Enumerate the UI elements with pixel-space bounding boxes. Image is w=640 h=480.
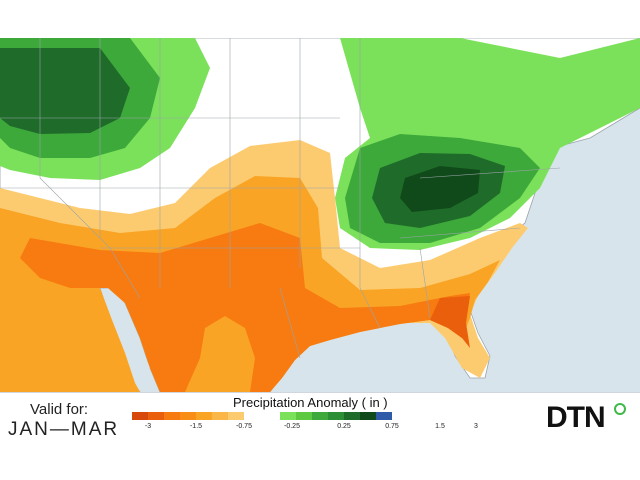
legend-swatch-wet-5 — [360, 412, 376, 420]
state-borders — [0, 38, 561, 359]
legend-swatch-dry-5 — [212, 412, 228, 420]
gulf-of-california — [108, 286, 150, 372]
legend-swatch-dry-3 — [180, 412, 196, 420]
legend-swatch-dry-1 — [148, 412, 164, 420]
legend-tick-label: 0.75 — [385, 423, 399, 430]
legend-swatch-dry-2 — [164, 412, 180, 420]
legend-swatch-wet-6 — [376, 412, 392, 420]
legend-swatch-wet-2 — [312, 412, 328, 420]
legend-tick-label: -1.5 — [189, 423, 203, 430]
legend-swatch-wet-3 — [328, 412, 344, 420]
legend-tick-label: -3 — [144, 423, 152, 430]
valid-range: JAN—MAR — [8, 419, 120, 440]
legend-swatch-dry-0 — [132, 412, 148, 420]
legend-footer: Valid for: JAN—MAR Precipitation Anomaly… — [0, 392, 640, 441]
south-dry-region-core — [20, 223, 470, 392]
wet-legend-group — [280, 412, 392, 420]
legend-title: Precipitation Anomaly ( in ) — [233, 395, 388, 410]
legend-swatch-wet-0 — [280, 412, 296, 420]
legend-swatch-dry-6 — [228, 412, 244, 420]
color-legend-bar — [132, 412, 392, 420]
south-dry-region-darkest — [430, 296, 470, 348]
legend-tick-label: 1.5 — [435, 423, 445, 430]
legend-tick-label: -0.25 — [284, 423, 300, 430]
northwest-wet-region-core — [0, 48, 130, 134]
legend-tick-label: 0.25 — [337, 423, 351, 430]
legend-tick-label: 3 — [474, 423, 478, 430]
valid-for-label: Valid for: — [30, 401, 89, 418]
precipitation-anomaly-map — [0, 38, 640, 392]
east-wet-region-darkest — [400, 166, 480, 212]
dtn-logo-dot-icon — [614, 403, 626, 415]
legend-swatch-wet-1 — [296, 412, 312, 420]
dry-legend-group — [132, 412, 244, 420]
legend-tick-label: -0.75 — [236, 423, 252, 430]
legend-swatch-dry-4 — [196, 412, 212, 420]
dtn-logo: DTN — [546, 401, 606, 434]
legend-swatch-wet-4 — [344, 412, 360, 420]
